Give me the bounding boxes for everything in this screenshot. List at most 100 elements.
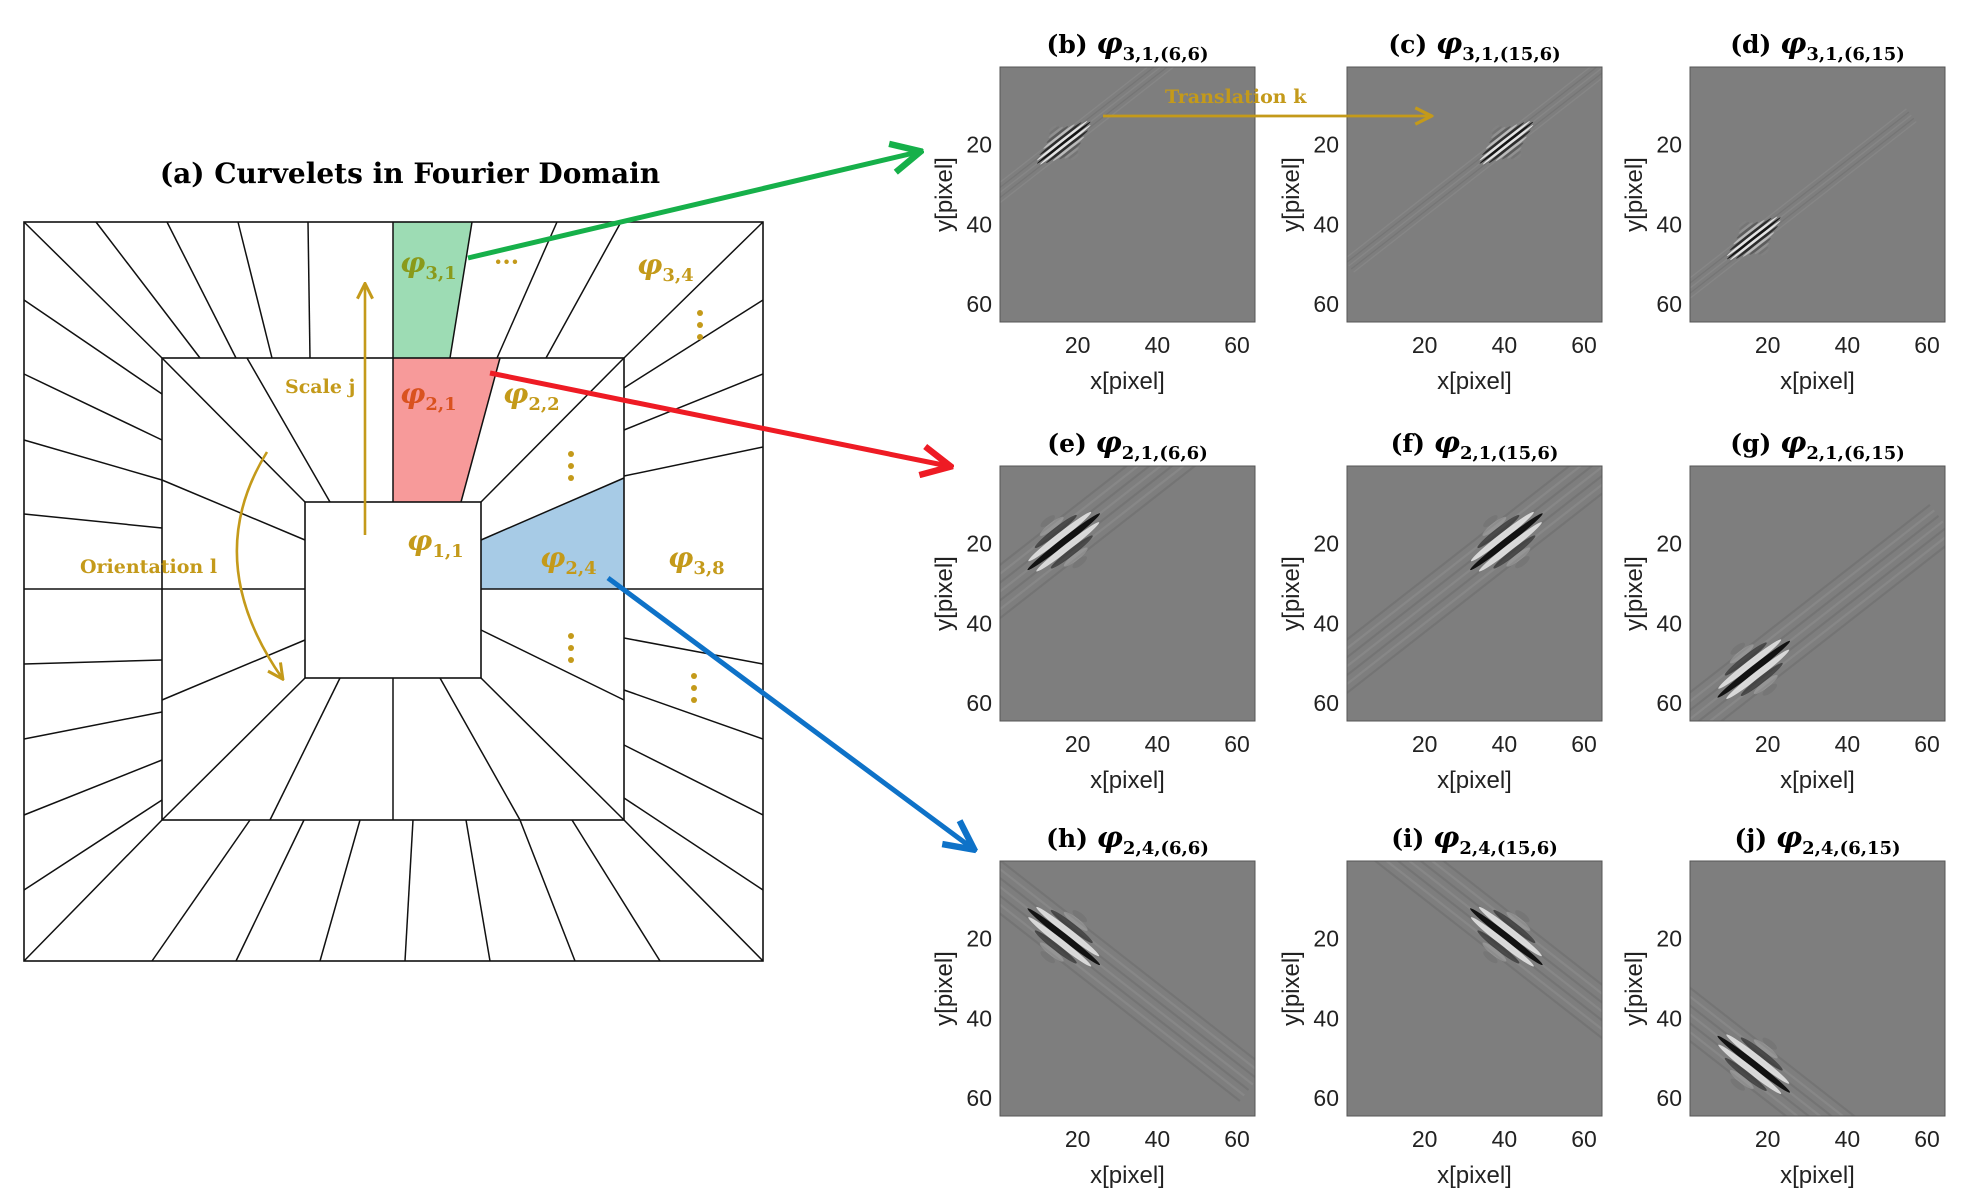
y-tick-label: 20 — [966, 132, 992, 158]
y-axis-label: y[pixel] — [1278, 951, 1305, 1026]
y-axis-label: y[pixel] — [1621, 951, 1648, 1026]
y-tick-label: 60 — [1656, 1085, 1682, 1111]
partition-line — [237, 221, 273, 359]
red-arrow — [489, 370, 948, 466]
panel-title: (e) φ2,1,(6,6) — [1047, 425, 1207, 464]
partition-line — [235, 819, 305, 962]
x-tick-label: 40 — [1492, 332, 1518, 358]
partition-line — [23, 659, 163, 665]
panel-f: (f) φ2,1,(15,6) 20 20 40 40 60 60 x[pixel] y[pix… — [1278, 425, 1603, 794]
x-axis-label: x[pixel] — [1437, 767, 1512, 794]
panel-h: (h) φ2,4,(6,6) 20 20 40 40 60 60 x[pixel] y[pixe… — [931, 820, 1256, 1189]
panel-image — [1690, 861, 1945, 1116]
y-tick-label: 20 — [1656, 531, 1682, 557]
orientation-arrow — [235, 451, 282, 678]
x-tick-label: 20 — [1065, 332, 1091, 358]
partition-line — [623, 637, 764, 665]
panel-image — [1347, 861, 1602, 1116]
panel-title: (b) φ3,1,(6,6) — [1046, 26, 1208, 65]
partition-line — [571, 819, 661, 962]
partition-line — [496, 221, 558, 359]
panel-image — [1000, 466, 1255, 721]
partition-line — [623, 689, 764, 740]
partition-line — [151, 819, 251, 962]
y-tick-label: 20 — [966, 531, 992, 557]
panel-frame — [999, 66, 1256, 323]
partition-line — [166, 221, 237, 359]
x-tick-label: 20 — [1412, 731, 1438, 757]
wedge-partition-lines — [23, 221, 764, 962]
x-tick-label: 20 — [1755, 1126, 1781, 1152]
panel-title: (g) φ2,1,(6,15) — [1730, 425, 1905, 464]
y-tick-label: 20 — [966, 926, 992, 952]
wedge-phi-2-4 — [481, 478, 624, 589]
partition-line — [161, 639, 306, 701]
partition-line — [269, 677, 341, 821]
y-tick-label: 60 — [1313, 1085, 1339, 1111]
panel-b: (b) φ3,1,(6,6) 20 20 40 40 60 60 x[pixel] y[pixe… — [931, 26, 1256, 395]
translation-label: Translation k — [1165, 86, 1307, 108]
x-tick-label: 60 — [1224, 332, 1250, 358]
vertical-ellipsis-4 — [691, 673, 697, 703]
x-axis-label: x[pixel] — [1090, 368, 1165, 395]
x-tick-label: 40 — [1492, 731, 1518, 757]
partition-line — [519, 819, 576, 962]
x-tick-label: 60 — [1571, 332, 1597, 358]
curvelet-pattern — [1000, 466, 1255, 707]
scale-label: Scale j — [285, 376, 355, 398]
partition-line — [623, 797, 764, 891]
curvelet-panels: (b) φ3,1,(6,6) 20 20 40 40 60 60 x[pixel] y[pixe… — [931, 26, 1946, 1189]
y-tick-label: 60 — [966, 1085, 992, 1111]
panel-title: (j) φ2,4,(6,15) — [1734, 820, 1900, 859]
partition-line — [623, 744, 764, 816]
y-tick-label: 40 — [1313, 610, 1339, 636]
partition-line — [23, 711, 163, 740]
x-axis-label: x[pixel] — [1780, 767, 1855, 794]
panel-image — [1347, 67, 1602, 322]
partition-line — [161, 677, 306, 821]
partition-line — [319, 819, 361, 962]
panel-frame — [1346, 66, 1603, 323]
x-tick-label: 20 — [1065, 731, 1091, 757]
x-tick-label: 60 — [1224, 1126, 1250, 1152]
label-phi-3-8: φ3,8 — [668, 541, 725, 579]
panel-frame — [999, 860, 1256, 1117]
partition-line — [460, 357, 501, 503]
x-tick-label: 60 — [1571, 1126, 1597, 1152]
partition-line — [480, 477, 625, 541]
y-tick-label: 40 — [1656, 1005, 1682, 1031]
partition-line — [161, 357, 306, 503]
x-tick-label: 60 — [1914, 731, 1940, 757]
y-tick-label: 40 — [1313, 211, 1339, 237]
x-tick-label: 20 — [1412, 1126, 1438, 1152]
vertical-ellipsis-1 — [697, 310, 703, 340]
y-axis-label: y[pixel] — [1278, 556, 1305, 631]
partition-line — [623, 819, 764, 962]
partition-line — [449, 221, 473, 359]
partition-line — [23, 439, 163, 481]
partition-line — [480, 677, 625, 821]
partition-line — [439, 677, 521, 821]
partition-line — [23, 373, 163, 441]
fourier-domain-diagram: (a) Curvelets in Fourier Domain Scale j … — [23, 157, 764, 962]
y-tick-label: 60 — [966, 690, 992, 716]
x-tick-label: 40 — [1492, 1126, 1518, 1152]
panel-title: (f) φ2,1,(15,6) — [1391, 425, 1559, 464]
partition-line — [307, 221, 311, 359]
vertical-ellipsis-3 — [568, 633, 574, 663]
panel-title: (h) φ2,4,(6,6) — [1046, 820, 1209, 859]
y-tick-label: 40 — [966, 610, 992, 636]
inner-square — [304, 501, 482, 679]
x-tick-label: 60 — [1571, 731, 1597, 757]
y-tick-label: 40 — [1656, 211, 1682, 237]
y-axis-label: y[pixel] — [1621, 157, 1648, 232]
blue-arrow — [606, 575, 972, 848]
panel-image — [1000, 67, 1255, 322]
curvelet-pattern — [1690, 899, 1945, 1116]
wedge-phi-3-1 — [393, 222, 472, 358]
panel-d: (d) φ3,1,(6,15) 20 20 40 40 60 60 x[pixel] y[pix… — [1621, 26, 1946, 395]
partition-line — [95, 221, 201, 359]
x-axis-label: x[pixel] — [1090, 1162, 1165, 1189]
y-axis-label: y[pixel] — [1278, 157, 1305, 232]
panel-image — [1000, 861, 1255, 1116]
